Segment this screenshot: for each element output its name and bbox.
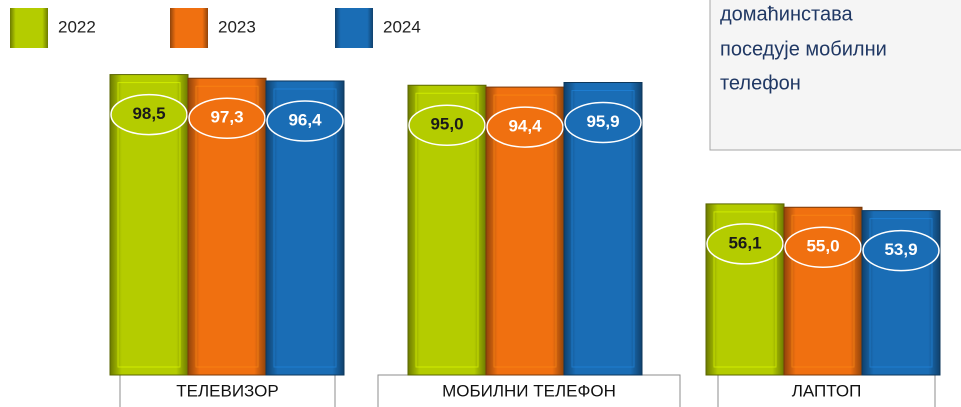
data-label: 96,4 xyxy=(288,110,322,129)
label-bubble xyxy=(706,223,784,265)
legend-label: 2024 xyxy=(383,17,421,36)
data-label: 53,9 xyxy=(884,240,917,259)
bar-highlight xyxy=(493,94,557,368)
label-bubble xyxy=(266,100,344,142)
bar-highlight xyxy=(791,214,855,368)
callout-text: домаћинстава xyxy=(720,3,853,25)
data-label: 98,5 xyxy=(132,104,165,123)
legend-swatch xyxy=(10,8,48,48)
bar-highlight xyxy=(869,218,933,368)
bar-highlight xyxy=(117,82,181,368)
label-bubble xyxy=(188,97,266,139)
data-label: 95,9 xyxy=(586,112,619,131)
data-label: 97,3 xyxy=(210,108,243,127)
bar-highlight xyxy=(273,88,337,368)
label-bubble xyxy=(862,229,940,272)
callout-text: поседује мобилни xyxy=(720,38,887,60)
category-box xyxy=(377,374,681,407)
bar-highlight xyxy=(713,211,777,368)
bar-highlight xyxy=(195,85,259,368)
legend-swatch xyxy=(170,8,208,48)
data-label: 56,1 xyxy=(728,233,761,252)
legend-swatch xyxy=(335,8,373,48)
x-tick-label: ТЕЛЕВИЗОР xyxy=(176,381,278,400)
callout-box xyxy=(709,0,961,151)
category-box xyxy=(717,374,936,407)
label-bubble xyxy=(564,101,642,144)
data-label: 95,0 xyxy=(430,115,463,134)
label-bubble xyxy=(486,106,564,148)
bar-highlight xyxy=(571,90,635,368)
x-tick-label: МОБИЛНИ ТЕЛЕФОН xyxy=(442,381,616,400)
label-bubble xyxy=(110,93,188,136)
label-bubble xyxy=(408,104,486,146)
bar-highlight xyxy=(415,92,479,368)
data-label: 94,4 xyxy=(508,117,542,136)
legend-label: 2022 xyxy=(58,17,96,36)
label-bubble xyxy=(784,226,862,268)
x-tick-label: ЛАПТОП xyxy=(792,381,862,400)
legend-label: 2023 xyxy=(218,17,256,36)
data-label: 55,0 xyxy=(806,237,839,256)
callout-text: телефон xyxy=(720,72,801,94)
category-box xyxy=(119,374,336,407)
